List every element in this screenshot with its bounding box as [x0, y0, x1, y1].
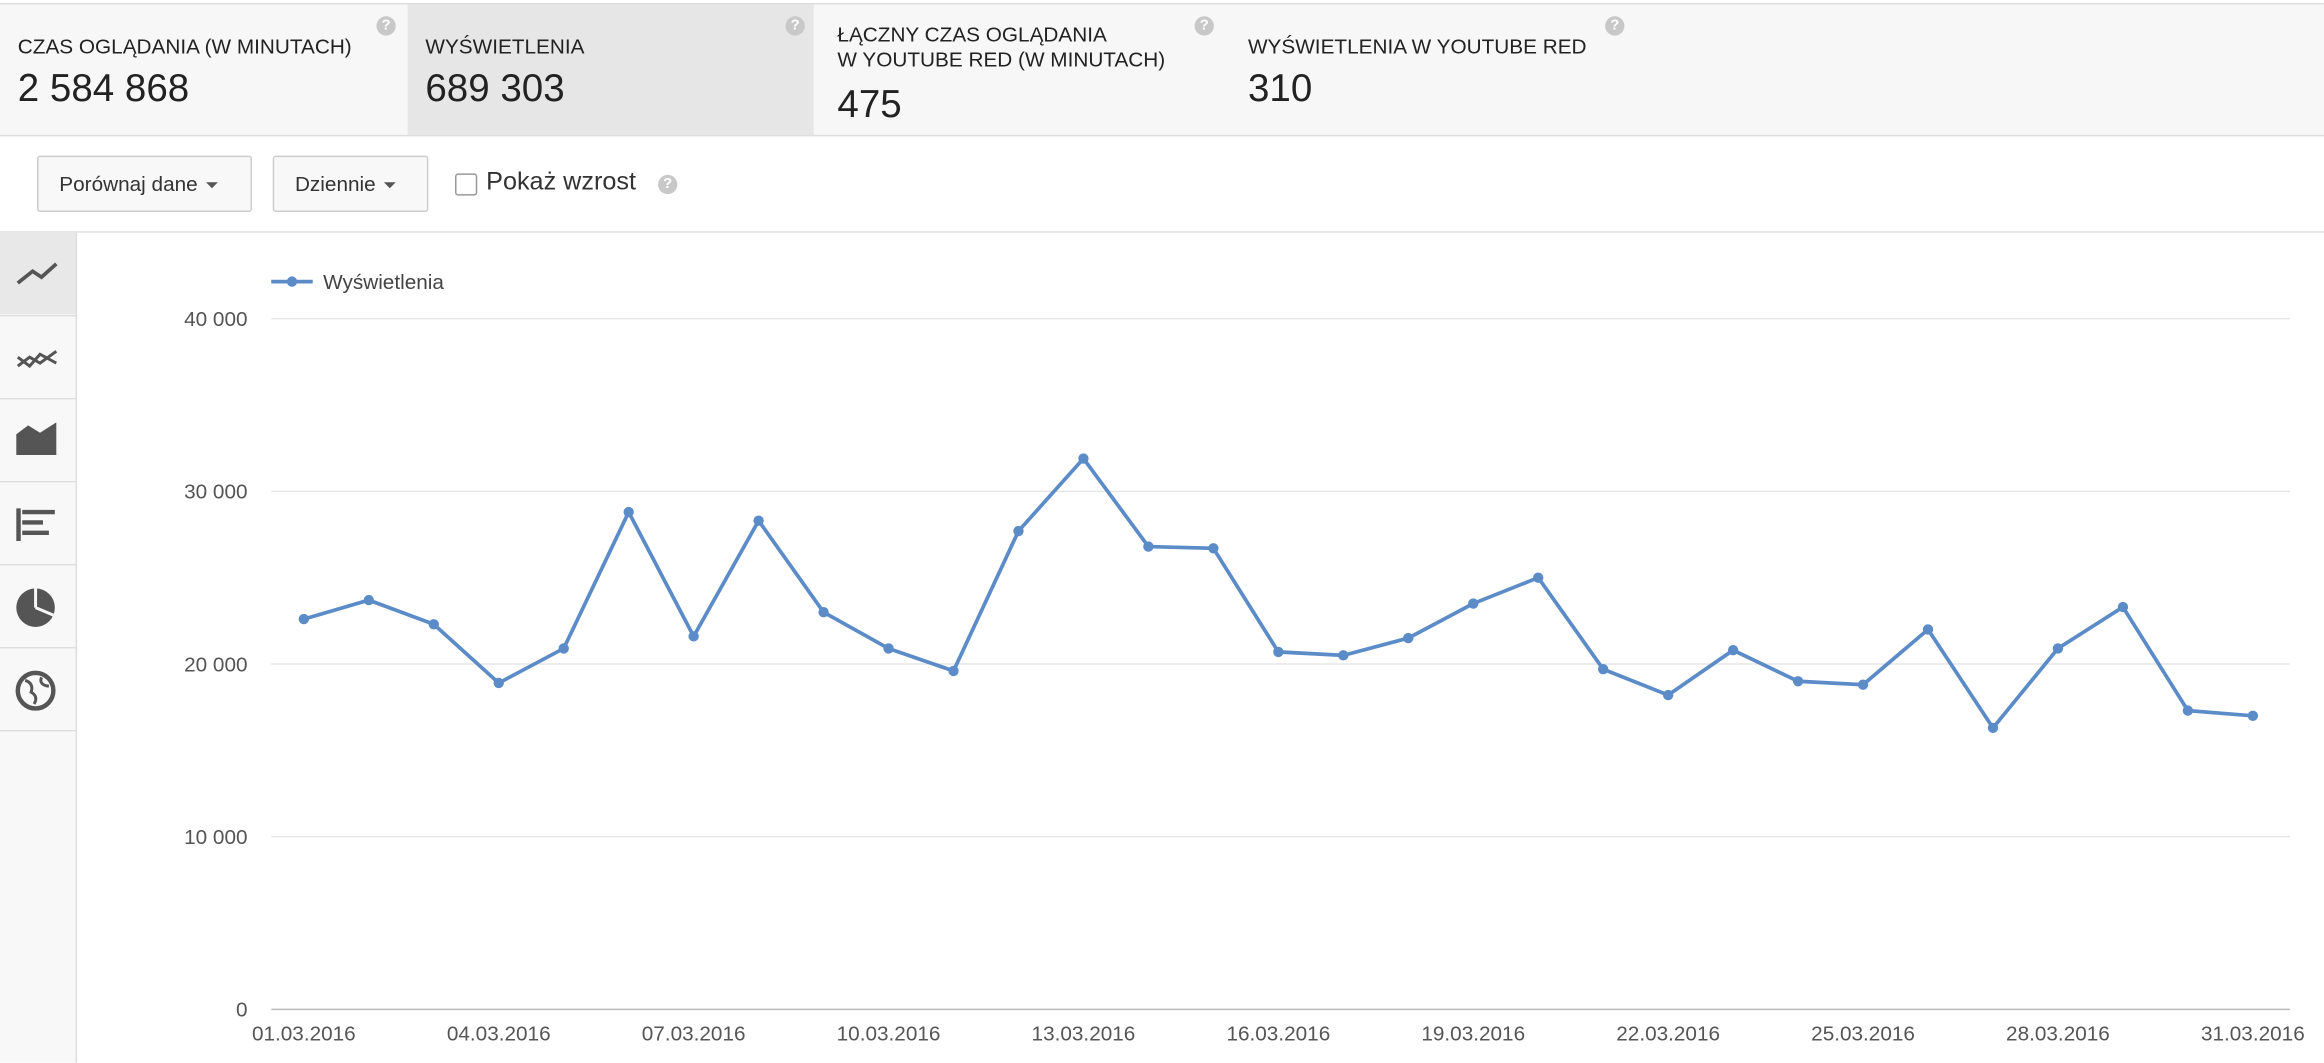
data-point — [1727, 644, 1739, 656]
data-point — [558, 643, 569, 654]
data-point — [363, 594, 374, 606]
chart-type-sidebar — [0, 232, 78, 1063]
help-icon[interactable]: ? — [658, 174, 678, 195]
data-point — [1922, 624, 1934, 635]
growth-label[interactable]: Pokaż wzrost — [486, 167, 636, 196]
compare-button[interactable]: Porównaj dane — [37, 155, 252, 212]
metric-value: 475 — [837, 81, 902, 126]
help-icon[interactable]: ? — [785, 16, 805, 36]
growth-checkbox[interactable] — [455, 173, 478, 196]
x-tick-label: 07.03.2016 — [642, 1022, 746, 1045]
data-point — [818, 607, 829, 618]
x-tick-label: 22.03.2016 — [1616, 1022, 1720, 1045]
data-point — [753, 515, 764, 526]
data-point — [1013, 525, 1024, 537]
data-point — [2052, 643, 2064, 654]
data-point — [1987, 722, 1999, 734]
data-point — [688, 631, 699, 642]
x-tick-label: 01.03.2016 — [252, 1022, 356, 1045]
data-point — [493, 677, 504, 689]
series-line — [303, 455, 2253, 732]
chart-type-icons — [0, 232, 76, 732]
x-tick-label: 04.03.2016 — [447, 1022, 551, 1045]
data-point — [1273, 646, 1284, 658]
y-tick-label: 10 000 — [184, 826, 247, 849]
period-button[interactable]: Dziennie — [272, 155, 429, 212]
data-point — [1338, 650, 1349, 661]
data-point — [1403, 632, 1414, 644]
x-tick-label: 25.03.2016 — [1811, 1022, 1915, 1045]
metric-value: 2 584 868 — [17, 65, 190, 110]
y-tick-label: 30 000 — [184, 481, 247, 504]
x-tick-label: 19.03.2016 — [1421, 1022, 1525, 1045]
metric-tab[interactable]: WYŚWIETLENIA 689 303? — [407, 4, 814, 135]
button-label: Dziennie — [294, 171, 376, 196]
metric-tabs: CZAS OGLĄDANIA (W MINUTACH) 2 584 868? WY… — [0, 2, 2324, 137]
metric-label: CZAS OGLĄDANIA (W MINUTACH) — [17, 34, 352, 58]
data-point — [1792, 676, 1804, 687]
help-icon[interactable]: ? — [1194, 16, 1214, 36]
x-tick-label: 13.03.2016 — [1032, 1022, 1136, 1045]
data-point — [1662, 689, 1674, 701]
data-point — [1078, 453, 1089, 464]
x-tick-label: 16.03.2016 — [1226, 1022, 1330, 1045]
data-point — [1143, 541, 1154, 552]
icon — [16, 352, 58, 369]
metric-value: 689 303 — [425, 65, 565, 110]
x-tick-label: 31.03.2016 — [2201, 1022, 2305, 1045]
data-point — [1597, 663, 1609, 675]
metric-label: WYŚWIETLENIA W YOUTUBE RED — [1247, 34, 1587, 58]
legend-marker — [286, 276, 298, 287]
metric-label: ŁĄCZNY CZAS OGLĄDANIA W YOUTUBE RED (W M… — [837, 22, 1166, 72]
x-tick-label: 10.03.2016 — [837, 1022, 941, 1045]
help-icon[interactable]: ? — [376, 16, 396, 36]
data-point — [1533, 572, 1544, 583]
data-point — [428, 619, 439, 630]
map-icon[interactable] — [15, 670, 56, 711]
metric-tab[interactable]: ŁĄCZNY CZAS OGLĄDANIA W YOUTUBE RED (W M… — [820, 4, 1229, 134]
data-point — [298, 613, 310, 625]
y-tick-label: 20 000 — [184, 653, 247, 676]
data-point — [2182, 705, 2194, 716]
data-point — [2117, 601, 2129, 613]
button-label: Porównaj dane — [59, 171, 198, 196]
data-point — [623, 506, 634, 518]
metric-label: WYŚWIETLENIA — [425, 34, 585, 58]
icon — [16, 262, 58, 285]
data-point — [883, 643, 894, 654]
metric-tab[interactable]: WYŚWIETLENIA W YOUTUBE RED 310? — [1230, 4, 1645, 134]
legend-label: Wyświetlenia — [323, 271, 444, 294]
data-point — [2247, 710, 2259, 721]
data-point — [1208, 543, 1219, 554]
data-point — [1468, 598, 1479, 609]
divider — [0, 231, 2324, 233]
data-point — [948, 665, 959, 677]
metric-tab[interactable]: CZAS OGLĄDANIA (W MINUTACH) 2 584 868? — [0, 4, 408, 134]
x-tick-label: 28.03.2016 — [2006, 1022, 2110, 1045]
y-tick-label: 0 — [236, 999, 248, 1022]
help-icon[interactable]: ? — [1605, 16, 1625, 36]
y-tick-label: 40 000 — [184, 308, 247, 331]
metric-value: 310 — [1247, 65, 1313, 110]
data-point — [1857, 679, 1869, 690]
area-icon[interactable] — [16, 422, 57, 456]
